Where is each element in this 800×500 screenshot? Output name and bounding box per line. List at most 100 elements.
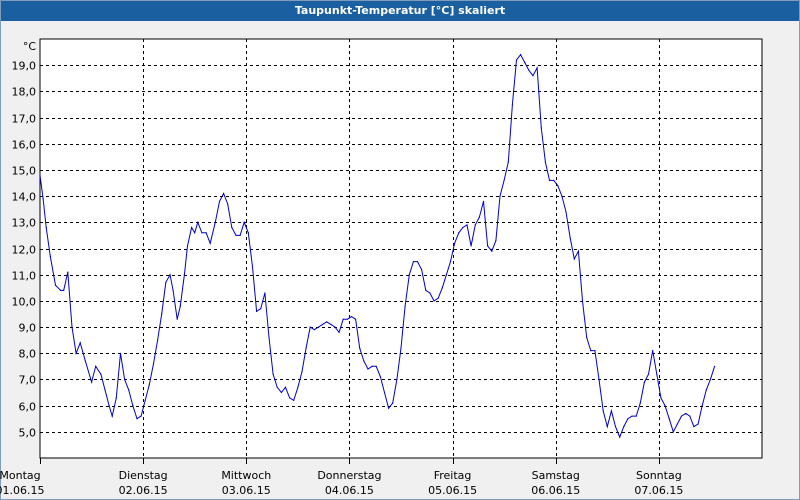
data-point	[322, 323, 324, 325]
data-point	[482, 200, 485, 202]
data-point	[540, 127, 542, 129]
data-point	[536, 67, 538, 69]
data-point	[179, 305, 181, 307]
plot-area	[39, 38, 763, 459]
data-point	[104, 389, 106, 391]
data-point	[412, 261, 414, 263]
data-point	[627, 418, 629, 420]
data-point	[214, 221, 216, 223]
data-point	[309, 326, 311, 328]
x-tick-date: 05.06.15	[428, 484, 477, 497]
data-point	[157, 339, 159, 341]
data-point	[165, 281, 167, 284]
data-point	[701, 405, 703, 407]
data-point	[623, 426, 625, 428]
x-tick-day: Donnerstag	[317, 469, 381, 482]
data-point	[197, 221, 199, 223]
data-point	[685, 412, 687, 415]
data-point	[664, 405, 666, 407]
data-point	[503, 179, 505, 181]
data-point	[487, 245, 489, 247]
data-point	[602, 410, 604, 412]
data-point	[557, 185, 559, 187]
data-point	[462, 226, 464, 229]
data-point	[169, 274, 171, 276]
data-point	[499, 195, 501, 197]
x-tick-date: 02.06.15	[119, 484, 168, 497]
data-point	[544, 161, 547, 163]
data-point	[565, 211, 567, 213]
data-point	[520, 54, 522, 56]
data-point	[243, 221, 245, 223]
data-point	[272, 373, 274, 375]
data-point	[326, 321, 328, 323]
data-point	[239, 234, 241, 236]
data-point	[247, 232, 249, 234]
data-point	[128, 389, 130, 391]
data-point	[227, 203, 229, 205]
data-point	[577, 250, 580, 252]
data-point	[705, 389, 707, 391]
data-point	[132, 405, 134, 407]
data-point	[54, 284, 57, 286]
data-point	[553, 179, 555, 181]
data-point	[714, 365, 716, 367]
data-point	[338, 331, 340, 333]
data-point	[161, 313, 163, 315]
y-tick-label: 8,0	[19, 348, 37, 361]
data-point	[573, 258, 575, 260]
data-point	[284, 386, 287, 388]
data-point	[466, 224, 468, 226]
data-point	[474, 224, 476, 226]
data-point	[548, 179, 551, 181]
data-point	[647, 373, 650, 375]
y-tick-label: 6,0	[19, 401, 37, 414]
data-point	[183, 274, 185, 276]
data-point	[396, 378, 398, 380]
data-point	[115, 397, 117, 399]
data-point	[404, 305, 406, 307]
data-point	[75, 352, 77, 354]
y-tick-label: 5,0	[19, 427, 37, 440]
data-point	[305, 347, 307, 349]
x-tick-date: 07.06.15	[634, 484, 683, 497]
data-point	[491, 250, 493, 252]
data-point	[363, 360, 365, 362]
data-point	[144, 399, 146, 401]
data-point	[388, 407, 390, 409]
data-point	[511, 103, 513, 106]
y-tick-label: 14,0	[12, 191, 37, 204]
data-point	[342, 318, 344, 320]
data-point	[581, 300, 584, 302]
data-point	[421, 268, 423, 271]
data-point	[140, 415, 142, 417]
data-point	[676, 423, 679, 425]
data-point	[614, 426, 617, 428]
x-tick-date: 06.06.15	[531, 484, 580, 497]
data-point	[635, 415, 637, 417]
data-point	[507, 161, 509, 163]
series-layer	[39, 53, 716, 439]
y-tick-label: 10,0	[12, 296, 37, 309]
data-point	[124, 378, 126, 380]
data-point	[60, 289, 62, 291]
y-tick-label: 13,0	[12, 217, 37, 230]
data-point	[371, 365, 373, 367]
data-point	[45, 226, 47, 229]
data-point	[260, 308, 262, 310]
data-point	[660, 397, 662, 399]
data-point	[346, 318, 348, 320]
data-point	[42, 198, 44, 200]
data-point	[416, 261, 419, 263]
data-point	[445, 274, 447, 276]
x-tick-day: Samstag	[532, 469, 580, 482]
data-point	[235, 234, 237, 236]
data-point	[313, 329, 315, 331]
data-point	[408, 274, 410, 276]
x-tick-day: Dienstag	[119, 469, 168, 482]
data-point	[524, 62, 526, 64]
x-tick-date: 03.06.15	[222, 484, 271, 497]
data-point	[569, 237, 571, 239]
data-point	[172, 289, 174, 291]
